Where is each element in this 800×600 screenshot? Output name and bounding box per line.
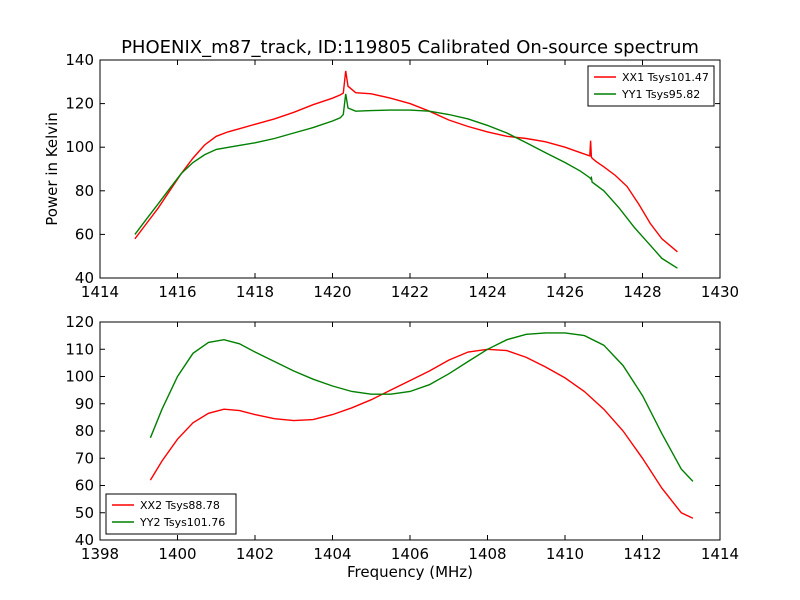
legend: XX1 Tsys101.47 YY1 Tsys95.82 — [587, 65, 715, 107]
y-tick-label: 80 — [75, 422, 94, 440]
x-tick-label: 1414 — [701, 545, 739, 563]
legend-label: XX1 Tsys101.47 — [622, 71, 709, 84]
y-tick-label: 40 — [75, 269, 94, 287]
legend-box — [105, 493, 237, 535]
x-tick-label: 1408 — [468, 545, 506, 563]
chart-title: PHOENIX_m87_track, ID:119805 Calibrated … — [121, 37, 699, 58]
legend-box — [587, 65, 715, 107]
y-tick-label: 90 — [75, 395, 94, 413]
y-tick-label: 60 — [75, 225, 94, 243]
x-tick-label: 1424 — [468, 283, 506, 301]
series-line-xx1 — [134, 70, 678, 253]
top-panel: 1414 1416 1418 1420 1422 1424 1426 1428 1430 40 60… — [65, 51, 739, 301]
x-tick-label: 1430 — [701, 283, 739, 301]
y-axis-label: Power in Kelvin — [43, 112, 61, 226]
legend-label: YY1 Tsys95.82 — [621, 88, 700, 101]
y-tick-label: 100 — [65, 368, 94, 386]
y-tick-label: 120 — [65, 95, 94, 113]
y-tick-label: 100 — [65, 138, 94, 156]
x-tick-label: 1420 — [313, 283, 351, 301]
y-tick-label: 40 — [75, 531, 94, 549]
x-axis-label: Frequency (MHz) — [347, 563, 473, 581]
legend: XX2 Tsys88.78 YY2 Tsys101.76 — [105, 493, 237, 535]
x-tick-label: 1410 — [546, 545, 584, 563]
x-tick-label: 1404 — [313, 545, 351, 563]
series-line-xx2 — [149, 348, 694, 519]
legend-label: YY2 Tsys101.76 — [139, 516, 225, 529]
x-tick-label: 1418 — [236, 283, 274, 301]
legend-label: XX2 Tsys88.78 — [140, 499, 220, 512]
x-tick-label: 1412 — [623, 545, 661, 563]
series-line-yy2 — [149, 332, 694, 482]
series-line-yy1 — [134, 93, 678, 269]
y-tick-label: 70 — [75, 449, 94, 467]
x-tick-label: 1422 — [391, 283, 429, 301]
x-tick-label: 1428 — [623, 283, 661, 301]
x-tick-label: 1406 — [391, 545, 429, 563]
x-tick-label: 1416 — [158, 283, 196, 301]
y-tick-label: 60 — [75, 477, 94, 495]
x-tick-label: 1398 — [81, 545, 119, 563]
bottom-panel: 1398 1400 1402 1404 1406 1408 1410 1412 1414 40 50… — [65, 313, 739, 563]
y-tick-label: 50 — [75, 504, 94, 522]
y-tick-label: 120 — [65, 313, 94, 331]
x-tick-label: 1426 — [546, 283, 584, 301]
x-tick-label: 1400 — [158, 545, 196, 563]
x-tick-label: 1414 — [81, 283, 119, 301]
y-tick-label: 80 — [75, 182, 94, 200]
y-tick-label: 110 — [65, 340, 94, 358]
y-tick-label: 140 — [65, 51, 94, 69]
x-tick-label: 1402 — [236, 545, 274, 563]
